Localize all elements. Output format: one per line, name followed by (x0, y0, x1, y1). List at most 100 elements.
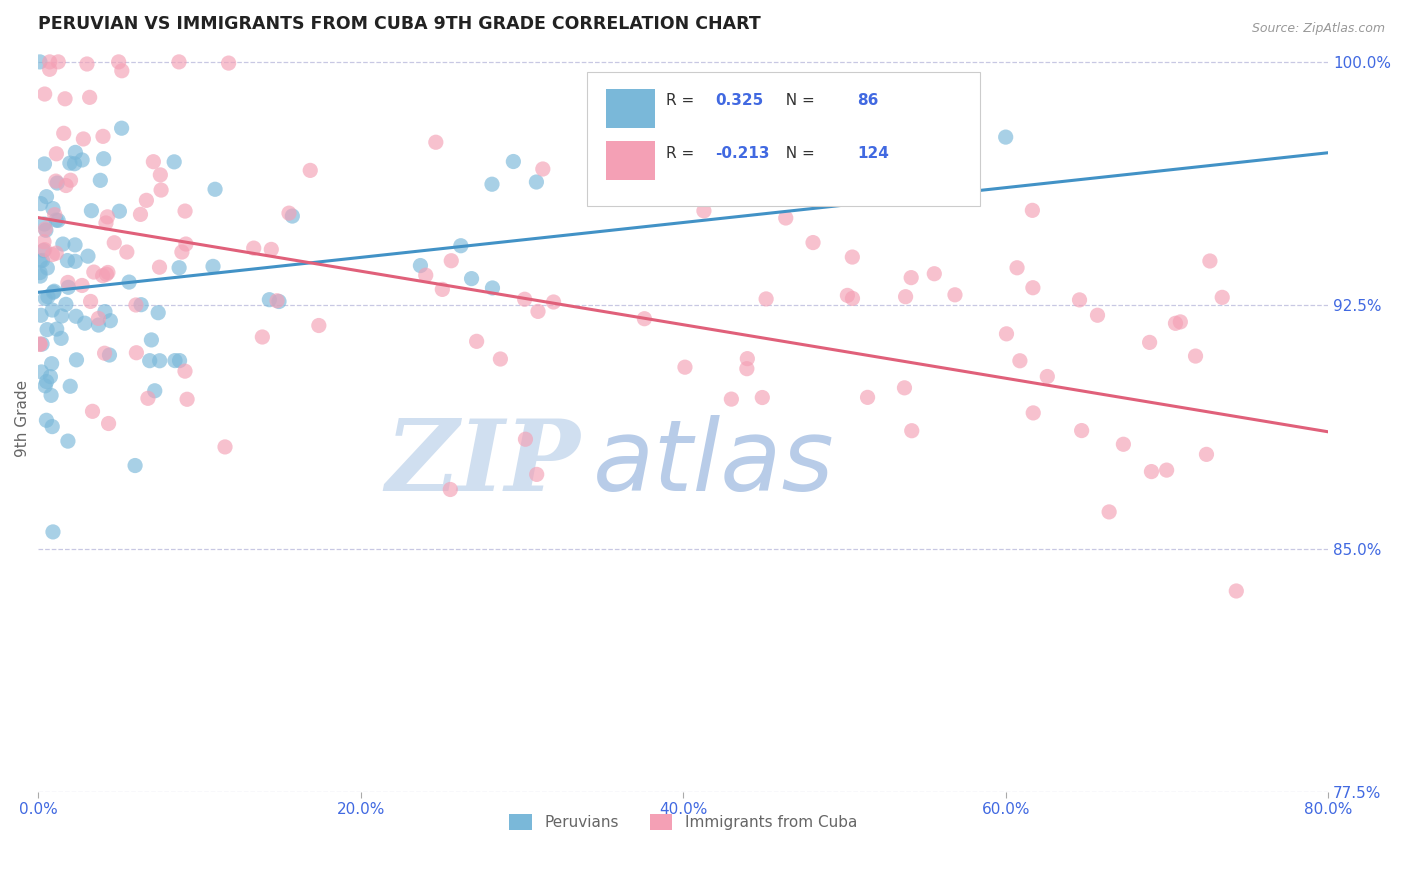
Text: N =: N = (776, 145, 820, 161)
Point (41, 357, 63, 371)
Point (56, 434, 79, 449)
Point (526, 175, 548, 189)
Point (214, 440, 236, 454)
Point (266, 293, 288, 308)
Point (32, 235, 55, 249)
Point (107, 54, 129, 69)
Point (761, 179, 783, 194)
Point (46, 213, 69, 227)
Point (439, 483, 461, 497)
Point (735, 361, 758, 376)
Point (129, 298, 152, 312)
Point (167, 54, 190, 69)
Point (267, 294, 290, 309)
Point (80, 203, 103, 218)
Point (527, 304, 550, 318)
Text: R =: R = (666, 145, 700, 161)
Point (76, 57, 98, 71)
Point (35, 413, 58, 427)
Point (46, 176, 69, 190)
Point (465, 334, 488, 349)
Point (801, 235, 824, 250)
Point (28, 266, 51, 280)
Point (259, 293, 281, 307)
Point (30, 365, 52, 379)
Point (45, 213, 67, 227)
Point (72, 132, 94, 146)
Point (591, 191, 613, 205)
Point (53, 92, 76, 106)
Point (143, 384, 166, 398)
Y-axis label: 9th Grade: 9th Grade (15, 380, 30, 458)
Point (65, 145, 87, 160)
Point (34, 379, 56, 393)
Point (98, 314, 121, 328)
Point (260, 243, 283, 257)
Point (252, 330, 274, 344)
Point (1022, 281, 1045, 295)
Point (73, 316, 96, 330)
Point (893, 381, 915, 395)
Text: 124: 124 (858, 145, 889, 161)
Point (1139, 335, 1161, 350)
Point (30, 254, 52, 268)
Point (52, 126, 75, 140)
Point (949, 183, 972, 197)
Point (515, 432, 537, 446)
Point (1069, 293, 1091, 307)
Point (79, 294, 101, 309)
Point (693, 203, 716, 218)
Text: PERUVIAN VS IMMIGRANTS FROM CUBA 9TH GRADE CORRELATION CHART: PERUVIAN VS IMMIGRANTS FROM CUBA 9TH GRA… (38, 15, 761, 33)
Point (167, 260, 190, 275)
Point (163, 353, 186, 368)
Point (96, 210, 118, 224)
Point (633, 311, 655, 326)
Point (35, 223, 58, 237)
Legend: Peruvians, Immigrants from Cuba: Peruvians, Immigrants from Cuba (503, 808, 863, 837)
Point (129, 207, 152, 221)
Point (63, 157, 86, 171)
Point (35, 189, 58, 203)
Point (1036, 369, 1059, 384)
Point (1156, 463, 1178, 477)
Text: 0.325: 0.325 (716, 94, 763, 108)
Point (751, 391, 773, 405)
Point (174, 237, 197, 252)
Point (30, 196, 52, 211)
Point (34, 157, 56, 171)
Point (1022, 406, 1045, 420)
Point (135, 194, 157, 208)
Point (432, 282, 454, 296)
Text: -0.213: -0.213 (716, 145, 770, 161)
Text: ZIP: ZIP (385, 416, 581, 512)
Point (150, 183, 173, 197)
Text: atlas: atlas (593, 415, 835, 512)
Point (1087, 308, 1109, 322)
Point (141, 333, 163, 347)
Point (93, 346, 115, 360)
Point (56, 253, 79, 268)
Point (149, 353, 172, 368)
Point (97, 265, 120, 279)
Point (481, 178, 503, 192)
Point (96, 267, 118, 281)
Point (136, 392, 159, 406)
Point (91, 268, 114, 283)
Point (58, 280, 80, 294)
Point (481, 281, 503, 295)
Point (1008, 353, 1031, 368)
Point (49, 331, 72, 345)
Point (34, 292, 56, 306)
Point (65, 352, 87, 367)
Point (1225, 584, 1247, 599)
Text: N =: N = (776, 94, 820, 108)
Point (720, 392, 742, 406)
Point (108, 204, 131, 219)
Point (41, 303, 63, 318)
Point (1195, 447, 1218, 461)
Point (77, 249, 100, 263)
Point (124, 458, 146, 473)
Point (34, 217, 56, 231)
Point (45, 246, 67, 260)
Point (281, 209, 304, 223)
